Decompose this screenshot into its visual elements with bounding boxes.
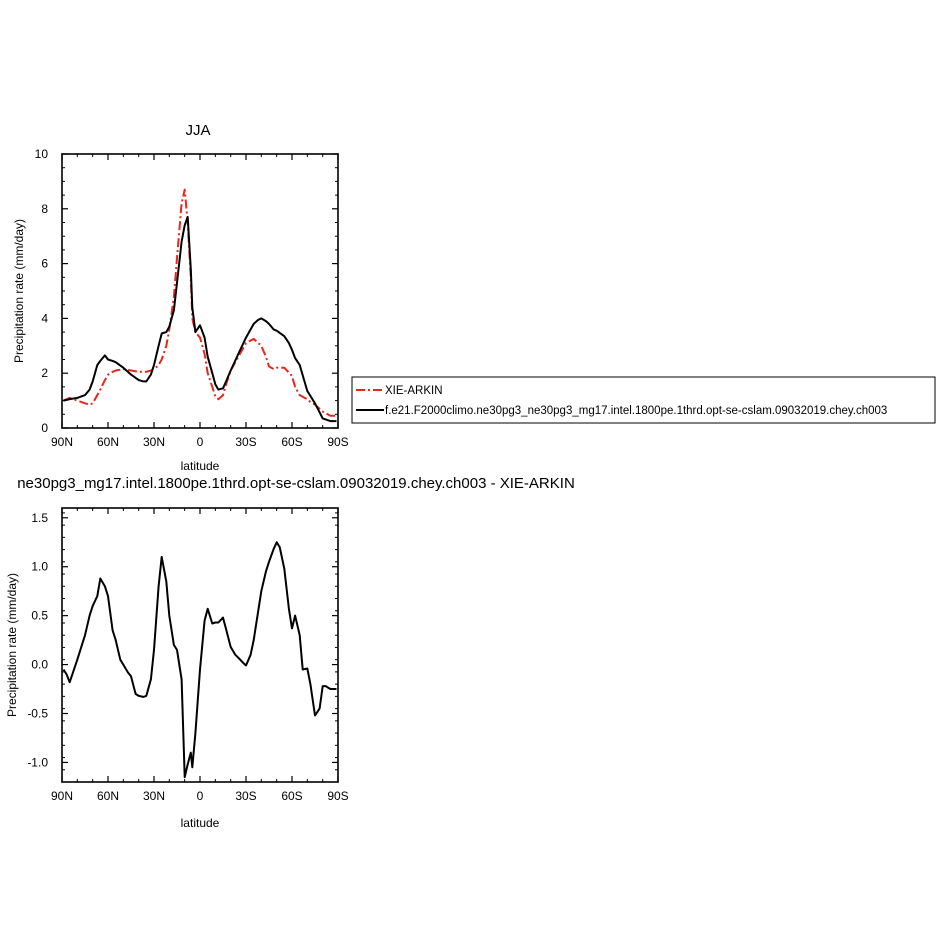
x-tick-label: 0 [197, 789, 204, 803]
x-tick-label: 30S [235, 435, 256, 449]
top-chart-series [63, 188, 337, 423]
y-tick-label: 2 [41, 366, 48, 380]
x-tick-label: 90S [327, 789, 348, 803]
series-line-f-e21-f2000climo-ne30pg3-ne30p [63, 216, 337, 423]
y-tick-label: 0.5 [31, 609, 48, 623]
bottom-chart-series [62, 541, 337, 779]
bottom-chart: ne30pg3_mg17.intel.1800pe.1thrd.opt-se-c… [5, 475, 575, 830]
x-tick-label: 60N [97, 789, 119, 803]
bottom-chart-y-ticks: -1.0 -0.5 0.0 0.5 1.0 1.5 [27, 511, 338, 783]
x-tick-label: 30N [143, 789, 165, 803]
x-tick-label: 30N [143, 435, 165, 449]
bottom-chart-y-axis-label: Precipitation rate (mm/day) [5, 573, 19, 717]
bottom-chart-x-axis-label: latitude [181, 816, 220, 830]
top-chart-legend: XIE-ARKIN f.e21.F2000climo.ne30pg3_ne30p… [351, 376, 936, 424]
x-tick-label: 90S [327, 435, 348, 449]
x-tick-label: 90N [51, 789, 73, 803]
bottom-chart-plot-frame [61, 507, 339, 783]
bottom-chart-title: ne30pg3_mg17.intel.1800pe.1thrd.opt-se-c… [17, 475, 575, 492]
top-chart-y-ticks: 0 2 4 6 8 10 [35, 147, 338, 435]
y-tick-label: 10 [35, 147, 49, 161]
x-tick-label: 60N [97, 435, 119, 449]
top-chart-title: JJA [185, 122, 210, 139]
y-tick-label: 1.5 [31, 511, 48, 525]
y-tick-label: 8 [41, 202, 48, 216]
legend-label-model: f.e21.F2000climo.ne30pg3_ne30pg3_mg17.in… [385, 405, 887, 417]
bottom-chart-x-ticks: 90N 60N 30N 0 30S 60S 90S [51, 508, 349, 803]
y-tick-label: -1.0 [27, 755, 48, 769]
legend-label-xie-arkin: XIE-ARKIN [385, 385, 443, 397]
top-chart-x-axis-label: latitude [181, 459, 220, 473]
y-tick-label: 6 [41, 257, 48, 271]
top-chart-x-ticks: 90N 60N 30N 0 30S 60S 90S [51, 154, 349, 449]
series-line-xie-arkin [63, 188, 337, 417]
x-tick-label: 90N [51, 435, 73, 449]
x-tick-label: 0 [197, 435, 204, 449]
top-chart-plot-frame [61, 153, 339, 429]
y-tick-label: 0 [41, 421, 48, 435]
y-tick-label: 0.0 [31, 658, 48, 672]
x-tick-label: 60S [281, 435, 302, 449]
y-tick-label: 4 [41, 311, 48, 325]
y-tick-label: 1.0 [31, 560, 48, 574]
top-chart: JJA 90N 60N 30N 0 30S 60S 90S 0 2 4 6 8 10 latitude… [12, 122, 349, 473]
y-tick-label: -0.5 [27, 707, 48, 721]
series-line-difference [62, 541, 337, 779]
x-tick-label: 60S [281, 789, 302, 803]
top-chart-y-axis-label: Precipitation rate (mm/day) [12, 219, 26, 363]
legend-box [351, 376, 936, 424]
x-tick-label: 30S [235, 789, 256, 803]
